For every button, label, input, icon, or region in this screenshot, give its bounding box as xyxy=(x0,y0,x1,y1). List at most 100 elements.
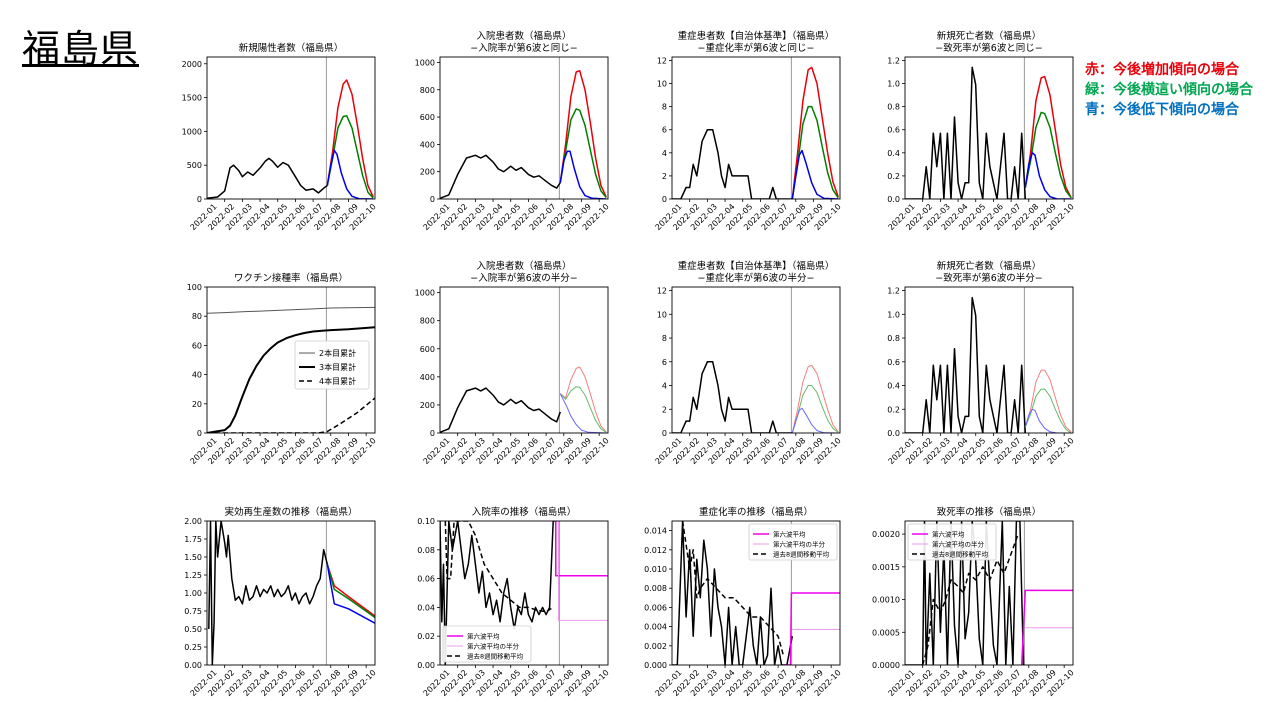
y-tick-label: 1.2 xyxy=(887,287,900,296)
series-line xyxy=(672,128,793,199)
y-tick-label: 1.00 xyxy=(184,589,202,598)
chart-panel: 入院率の推移（福島県）0.000.020.040.060.080.102022-… xyxy=(417,506,611,698)
chart-panel: 入院患者数（福島県）−入院率が第6波と同じ−020040060080010002… xyxy=(415,30,611,232)
series-line xyxy=(1024,111,1072,199)
y-tick-label: 10 xyxy=(657,310,667,319)
y-tick-label: 20 xyxy=(192,400,202,409)
y-tick-label: 0.006 xyxy=(644,603,667,612)
chart-title: 入院患者数（福島県） xyxy=(476,260,571,272)
legend-label: 第六波平均 xyxy=(467,631,500,640)
chart-title: −重症化率が第6波の半分− xyxy=(698,272,815,284)
y-tick-label: 1.50 xyxy=(184,553,202,562)
y-tick-label: 0.0 xyxy=(887,429,900,438)
y-tick-label: 0 xyxy=(197,429,202,438)
series-line xyxy=(783,592,840,665)
y-tick-label: 0.6 xyxy=(887,358,900,367)
y-tick-label: 400 xyxy=(420,373,435,382)
y-tick-label: 2 xyxy=(662,405,667,414)
series-line xyxy=(326,115,374,199)
series-line xyxy=(1024,408,1072,433)
series-line xyxy=(1024,152,1072,199)
series-line xyxy=(791,407,839,433)
chart-panel: 新規死亡者数（福島県）−致死率が第6波と同じ− 0.0 0.2 0.4 0.6 0.8 1.… xyxy=(887,30,1076,232)
plot-frame xyxy=(671,56,841,200)
plot-frame xyxy=(206,520,376,666)
y-tick-label: 1500 xyxy=(182,94,202,103)
y-tick-label: 4 xyxy=(662,149,667,158)
chart-title: 重症患者数【自治体基準】（福島県） xyxy=(678,30,835,42)
y-tick-label: 0.6 xyxy=(887,126,900,135)
chart-panel: 入院患者数（福島県）−入院率が第6波の半分−020040060080010002… xyxy=(415,260,611,466)
y-tick-label: 2000 xyxy=(182,60,202,69)
plot-frame xyxy=(671,286,841,434)
y-tick-label: 0.010 xyxy=(644,565,667,574)
legend-label: 第六波平均の半分 xyxy=(773,539,826,548)
y-tick-label: 1000 xyxy=(182,127,202,136)
series-line xyxy=(559,69,607,198)
y-tick-label: 0.002 xyxy=(644,642,667,651)
y-tick-label: 0.2 xyxy=(887,405,900,414)
y-tick-label: 10 xyxy=(657,80,667,89)
legend-label: 第六波平均 xyxy=(932,529,965,538)
series-line xyxy=(559,108,607,199)
series-line xyxy=(326,149,374,199)
y-tick-label: 40 xyxy=(192,371,202,380)
y-tick-label: 800 xyxy=(420,317,435,326)
series-line xyxy=(559,150,607,199)
y-tick-label: 4 xyxy=(662,382,667,391)
series-line xyxy=(905,521,1025,665)
chart-title: −致死率が第6波の半分− xyxy=(935,272,1042,284)
legend-label: 4本目累計 xyxy=(319,376,356,386)
y-tick-label: 0.8 xyxy=(887,103,900,112)
y-tick-label: 6 xyxy=(662,126,667,135)
chart-title: 実効再生産数の推移（福島県） xyxy=(224,506,357,518)
y-tick-label: 0.02 xyxy=(417,632,435,641)
legend-label: 第六波平均の半分 xyxy=(467,641,520,650)
y-tick-label: 0.012 xyxy=(644,546,667,555)
chart-title: −入院率が第6波の半分− xyxy=(470,272,577,284)
y-tick-label: 0.4 xyxy=(887,149,900,158)
y-tick-label: 600 xyxy=(420,345,435,354)
legend-label: 第六波平均 xyxy=(773,529,806,538)
series-line xyxy=(444,521,554,613)
chart-title: 重症患者数【自治体基準】（福島県） xyxy=(678,260,835,272)
series-line xyxy=(791,105,839,199)
y-tick-label: 0.0 xyxy=(887,195,900,204)
scenario-legend: 赤：今後増加傾向の場合 緑：今後横這い傾向の場合 青：今後低下傾向の場合 xyxy=(1085,60,1253,120)
series-line xyxy=(207,157,328,199)
series-line xyxy=(791,364,839,433)
series-line xyxy=(553,521,608,577)
y-tick-label: 12 xyxy=(657,56,667,65)
y-tick-label: 1.0 xyxy=(887,80,900,89)
chart-legend: 2本目累計 3本目累計 4本目累計 xyxy=(294,340,370,390)
y-tick-label: 0.04 xyxy=(417,603,435,612)
y-tick-label: 1.25 xyxy=(184,571,202,580)
series-line xyxy=(326,564,375,624)
y-tick-label: 1.0 xyxy=(887,310,900,319)
series-line xyxy=(208,521,329,665)
series-line xyxy=(905,296,1027,433)
legend-label: 過去8週間移動平均 xyxy=(773,549,830,558)
y-tick-label: 0.0005 xyxy=(872,628,900,637)
y-tick-label: 60 xyxy=(192,341,202,350)
y-tick-label: 2 xyxy=(662,172,667,181)
chart-panel: 致死率の推移（福島県） 0.0000 0.0005 0.0010 0.0015 0.002… xyxy=(872,506,1076,698)
chart-title: 新規死亡者数（福島県） xyxy=(937,30,1042,42)
plot-frame xyxy=(206,56,376,200)
series-line xyxy=(791,385,839,433)
legend-label: 過去8週間移動平均 xyxy=(932,549,989,558)
y-tick-label: 0.10 xyxy=(417,517,435,526)
series-line xyxy=(207,306,375,314)
y-tick-label: 200 xyxy=(420,401,435,410)
series-line xyxy=(1020,589,1073,665)
y-tick-label: 0.00 xyxy=(417,661,435,670)
series-line xyxy=(921,533,1019,665)
chart-title: 入院率の推移（福島県） xyxy=(472,506,577,518)
y-tick-label: 0.0020 xyxy=(872,530,900,539)
chart-title: −致死率が第6波と同じ− xyxy=(935,42,1042,54)
y-tick-label: 0.8 xyxy=(887,334,900,343)
chart-title: 致死率の推移（福島県） xyxy=(937,506,1042,518)
y-tick-label: 1000 xyxy=(415,58,435,67)
y-tick-label: 600 xyxy=(420,113,435,122)
